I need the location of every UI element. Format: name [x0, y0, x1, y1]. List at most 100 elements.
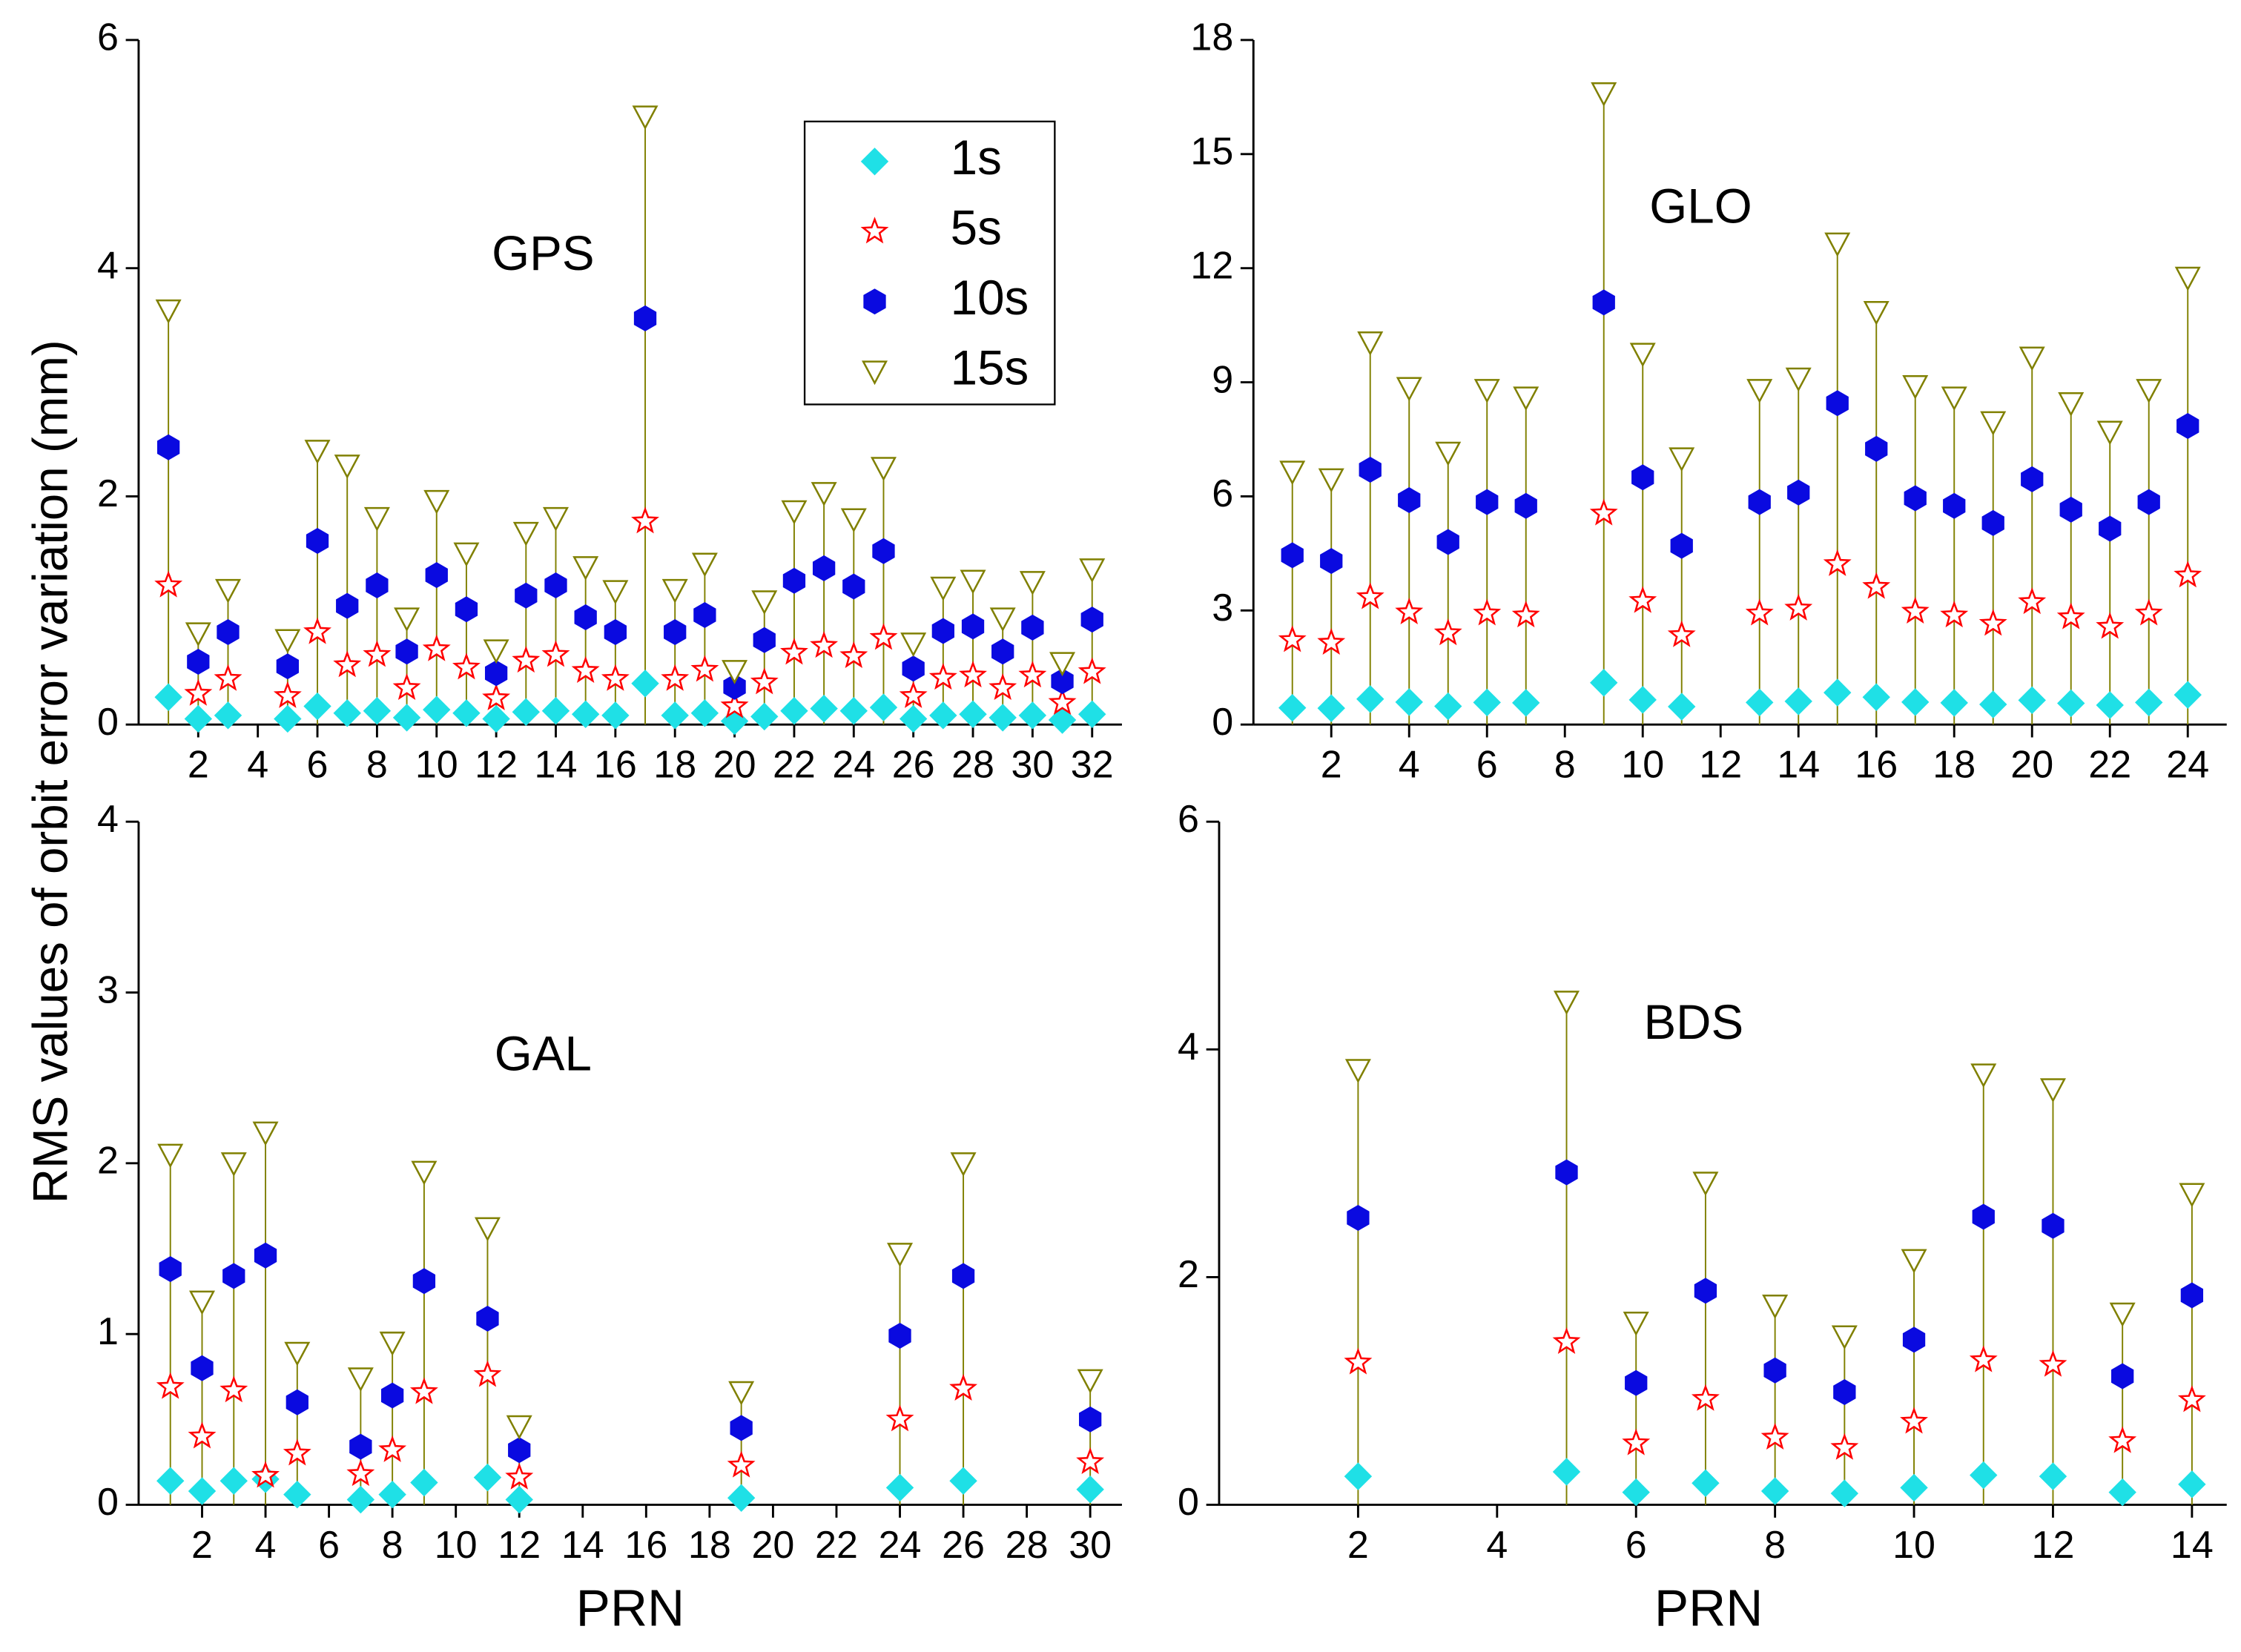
marker	[1668, 693, 1696, 721]
marker	[1473, 598, 1502, 626]
marker	[1357, 331, 1384, 356]
y-tick-label: 9	[1212, 358, 1233, 401]
marker	[1435, 441, 1462, 466]
marker	[1862, 683, 1890, 711]
marker	[1900, 1407, 1928, 1434]
marker	[1787, 479, 1810, 506]
marker	[1785, 367, 1812, 392]
y-tick-label: 3	[1212, 587, 1233, 630]
marker	[1436, 529, 1459, 555]
marker	[720, 691, 749, 718]
marker	[602, 580, 629, 605]
x-tick-label: 8	[382, 1524, 403, 1567]
marker	[1904, 485, 1927, 512]
marker	[2018, 686, 2046, 715]
marker	[423, 696, 451, 724]
marker	[2096, 612, 2125, 639]
marker	[1746, 688, 1774, 717]
x-tick-label: 4	[247, 744, 268, 787]
marker	[1972, 1203, 1995, 1230]
marker	[929, 701, 957, 730]
marker	[214, 578, 242, 604]
marker	[333, 650, 362, 678]
marker	[1279, 460, 1306, 486]
marker	[251, 1461, 280, 1488]
marker	[159, 1256, 182, 1283]
x-tick-label: 14	[535, 744, 578, 787]
marker	[1395, 597, 1424, 624]
marker	[810, 694, 838, 723]
marker	[506, 1415, 532, 1440]
x-tick-label: 20	[713, 744, 756, 787]
marker	[2021, 466, 2044, 492]
marker	[476, 1305, 499, 1332]
marker	[1512, 689, 1540, 717]
marker	[1762, 1295, 1789, 1319]
marker	[1589, 498, 1618, 526]
marker	[949, 1373, 978, 1401]
marker	[283, 1438, 311, 1466]
marker	[286, 1389, 308, 1415]
x-tick-label: 2	[1347, 1524, 1369, 1567]
marker	[252, 1121, 279, 1146]
marker	[632, 105, 659, 130]
marker	[1555, 1159, 1578, 1186]
marker	[899, 704, 928, 733]
marker	[473, 1360, 502, 1387]
marker	[303, 692, 331, 721]
marker	[693, 601, 716, 628]
y-tick-label: 15	[1190, 130, 1233, 174]
x-tick-label: 14	[2171, 1524, 2214, 1567]
marker	[779, 638, 808, 665]
marker	[842, 573, 865, 600]
marker	[349, 1433, 372, 1460]
x-tick-label: 4	[1399, 744, 1420, 787]
marker	[333, 699, 361, 727]
marker	[473, 1463, 502, 1492]
marker	[1317, 694, 1345, 722]
marker	[1552, 1458, 1581, 1486]
marker	[1865, 435, 1888, 462]
marker	[154, 570, 183, 598]
marker	[1076, 1476, 1104, 1504]
x-tick-label: 6	[307, 744, 329, 787]
y-tick-label: 0	[97, 701, 119, 744]
marker	[723, 673, 746, 700]
marker	[2177, 1385, 2206, 1413]
marker	[423, 489, 450, 515]
y-tick-label: 6	[1212, 472, 1233, 515]
marker	[2108, 1426, 2137, 1453]
marker	[1940, 689, 1968, 717]
x-tick-label: 18	[653, 744, 696, 787]
marker	[1970, 1063, 1997, 1088]
y-tick-label: 0	[1212, 701, 1233, 744]
marker	[1356, 685, 1384, 713]
y-tick-label: 18	[1190, 16, 1233, 59]
marker	[156, 434, 180, 460]
marker	[1902, 1326, 1926, 1353]
legend-label: 5s	[951, 201, 1002, 255]
marker	[1051, 668, 1074, 695]
marker	[1344, 1462, 1373, 1490]
marker	[187, 649, 210, 675]
marker	[412, 1268, 436, 1295]
marker	[2019, 346, 2045, 371]
marker	[950, 1152, 977, 1177]
y-axis-label: RMS values of orbit error variation (mm)	[24, 340, 78, 1203]
marker	[811, 482, 837, 506]
x-tick-label: 18	[688, 1524, 731, 1567]
marker	[2136, 379, 2162, 403]
marker	[2178, 1470, 2206, 1499]
panel-title: GPS	[492, 226, 594, 280]
marker	[902, 655, 925, 682]
marker	[2059, 496, 2082, 523]
marker	[1079, 558, 1106, 583]
marker	[222, 1263, 245, 1289]
marker	[303, 617, 331, 644]
marker	[1980, 411, 2007, 436]
x-tick-label: 32	[1071, 744, 1114, 787]
marker	[601, 664, 630, 691]
marker	[217, 619, 240, 646]
